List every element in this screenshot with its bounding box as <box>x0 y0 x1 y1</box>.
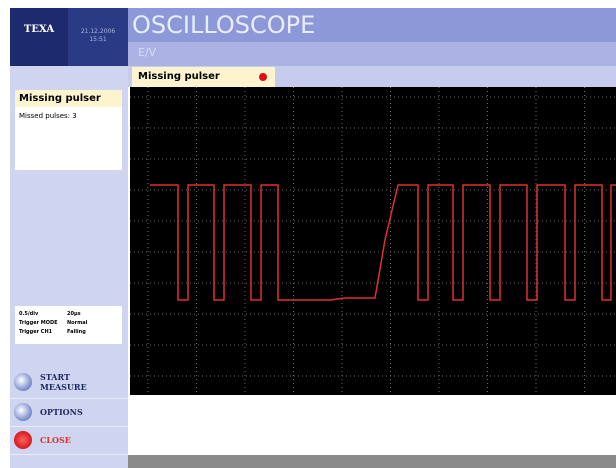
info-row: Trigger MODE Normal <box>19 319 118 328</box>
info-row: 0.5/div 20µs <box>19 310 118 319</box>
result-panel: Missing pulser Missed pulses: 3 <box>15 90 122 170</box>
icon <box>14 373 32 391</box>
info-cell: Falling <box>67 329 86 335</box>
button-label: OPTIONS <box>40 407 83 417</box>
logo: TEXA <box>10 8 68 66</box>
date: 21.12.2006 <box>80 28 116 35</box>
date-box: 21.12.2006 15:51 <box>68 8 128 66</box>
close-button[interactable]: CLOSE <box>10 426 128 455</box>
grid <box>130 87 616 395</box>
bottom-area <box>128 395 616 455</box>
time: 15:51 <box>89 36 107 43</box>
tab[interactable]: Missing pulser <box>132 67 275 87</box>
title: OSCILLOSCOPE <box>128 8 616 42</box>
scope-svg <box>130 87 616 395</box>
status-dot <box>259 73 267 81</box>
options-button[interactable]: OPTIONS <box>10 398 128 427</box>
icon <box>14 431 32 449</box>
info-cell: Trigger CH1 <box>19 329 53 335</box>
button-label: CLOSE <box>40 435 71 445</box>
button-label: START <box>40 372 70 382</box>
icon <box>14 403 32 421</box>
tab-label: Missing pulser <box>138 71 220 82</box>
waveform <box>150 184 616 301</box>
status-bar <box>128 455 616 468</box>
info-cell: 0.5/div <box>19 311 39 317</box>
button-label: MEASURE <box>40 382 87 392</box>
info-cell: Trigger MODE <box>19 320 58 326</box>
scope-screen <box>130 87 616 395</box>
result-line: Missed pulses: 3 <box>19 112 77 120</box>
subtitle: E/V <box>128 42 616 66</box>
info-cell: Normal <box>67 320 88 326</box>
info-cell: 20µs <box>67 311 81 317</box>
info-box: 0.5/div 20µs Trigger MODE Normal Trigger CH1… <box>15 306 122 344</box>
result-title: Missing pulser <box>15 90 122 107</box>
info-row: Trigger CH1 Falling <box>19 328 118 337</box>
start-measure-button[interactable]: START MEASURE <box>10 366 128 399</box>
